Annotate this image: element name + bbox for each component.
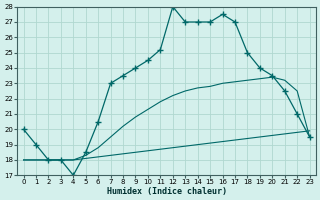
X-axis label: Humidex (Indice chaleur): Humidex (Indice chaleur) (107, 187, 227, 196)
